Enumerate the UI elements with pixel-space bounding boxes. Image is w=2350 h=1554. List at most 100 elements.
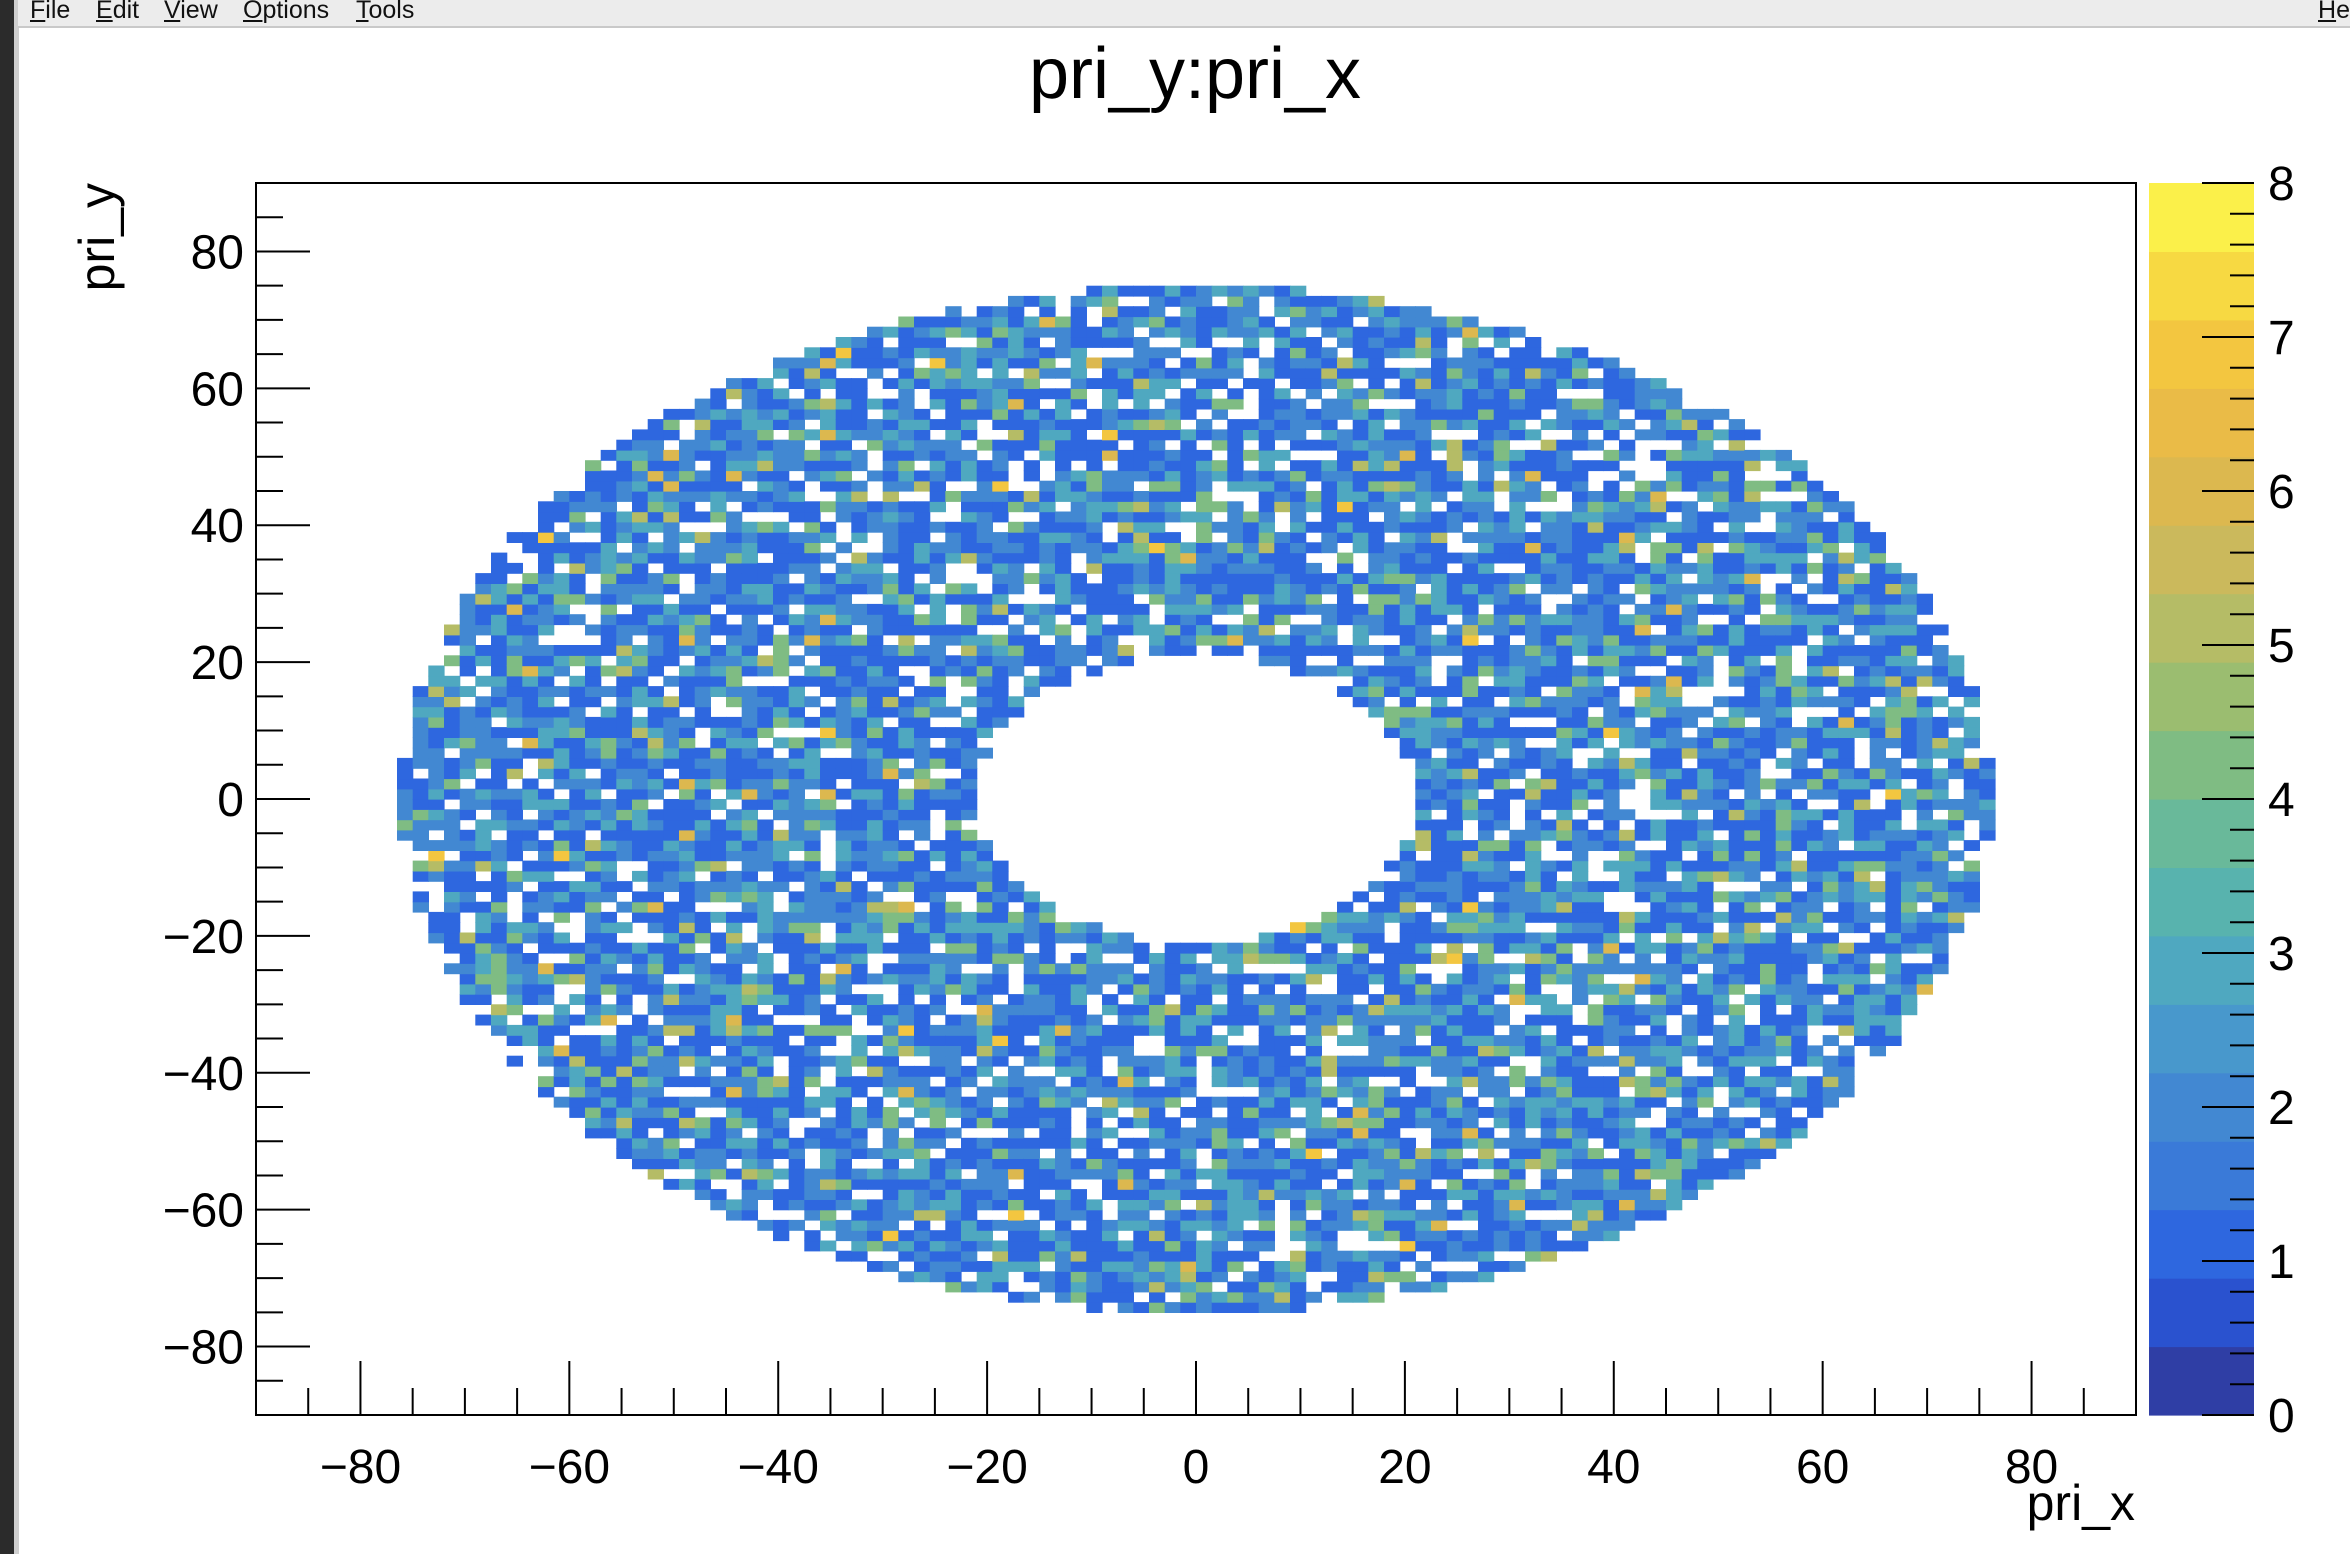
bin-4680	[1556, 1199, 1573, 1211]
bin-1999	[929, 603, 946, 615]
bin-503	[600, 809, 617, 821]
bin-467	[585, 552, 602, 564]
bin-1667	[867, 829, 884, 841]
menu-tools[interactable]: Tools	[356, 0, 415, 24]
bin-2347	[1008, 1045, 1025, 1057]
bin-4233	[1462, 1045, 1479, 1057]
menu-file[interactable]: File	[30, 0, 71, 24]
bin-3558	[1305, 306, 1322, 318]
bin-4812	[1572, 542, 1589, 554]
bin-4915	[1603, 1055, 1620, 1067]
bin-3653	[1337, 645, 1354, 656]
bin-261	[522, 675, 539, 687]
bin-3474	[1290, 573, 1307, 584]
bin-3769	[1368, 1096, 1385, 1108]
bin-3065	[1180, 429, 1197, 441]
bin-2704	[1086, 326, 1103, 338]
bin-2841	[1133, 1168, 1150, 1180]
bin-2044	[945, 1045, 962, 1057]
bin-4134	[1431, 326, 1448, 338]
bin-3431	[1274, 306, 1291, 318]
bin-2882	[1133, 378, 1150, 389]
bin-3000	[1164, 470, 1181, 482]
bin-4295	[1462, 326, 1479, 338]
bin-3486	[1290, 439, 1307, 451]
menu-options[interactable]: Options	[243, 0, 330, 24]
bin-3425	[1274, 388, 1291, 400]
menu-view[interactable]: View	[164, 0, 218, 24]
bin-184	[491, 624, 508, 636]
bin-882	[694, 840, 711, 851]
bin-621	[632, 819, 649, 831]
bin-4883	[1587, 583, 1604, 595]
bin-1783	[882, 357, 899, 369]
bin-619	[632, 840, 649, 851]
bin-2210	[976, 901, 993, 913]
bin-887	[694, 788, 711, 800]
bin-963	[710, 655, 727, 667]
bin-3304	[1243, 316, 1260, 328]
bin-2905	[1149, 1117, 1166, 1129]
bin-3947	[1399, 614, 1416, 626]
bin-4730	[1556, 634, 1573, 646]
bin-631	[632, 716, 649, 728]
bin-1872	[914, 1219, 931, 1231]
bin-1699	[867, 429, 884, 441]
bin-4312	[1478, 1086, 1495, 1098]
bin-659	[647, 1158, 664, 1170]
bin-1812	[898, 942, 915, 954]
bin-2199	[976, 1024, 993, 1036]
bin-4965	[1603, 449, 1620, 461]
bin-68	[444, 737, 461, 749]
bin-994	[726, 1096, 743, 1108]
bin-1650	[867, 1065, 884, 1077]
bin-4364	[1478, 491, 1495, 502]
bin-2536	[1055, 1127, 1072, 1139]
bin-1186	[757, 573, 774, 584]
bin-2328	[1008, 1261, 1025, 1272]
bin-3694	[1352, 1148, 1369, 1159]
bin-1774	[882, 470, 899, 482]
bin-1739	[882, 860, 899, 872]
bin-3249	[1227, 347, 1244, 359]
bin-2137	[961, 799, 978, 810]
bin-2169	[961, 408, 978, 420]
bin-2294	[992, 665, 1009, 677]
bin-3753	[1368, 1271, 1385, 1283]
bin-3460	[1290, 983, 1307, 995]
bin-4139	[1446, 1230, 1463, 1242]
bin-359	[553, 645, 570, 656]
bin-188	[491, 583, 508, 595]
bin-2552	[1055, 932, 1072, 944]
bin-4162	[1446, 973, 1463, 985]
bin-4179	[1446, 788, 1463, 800]
bin-3405	[1274, 645, 1291, 656]
bin-4157	[1446, 1024, 1463, 1036]
bin-985	[710, 388, 727, 400]
bin-176	[491, 706, 508, 718]
bin-3593	[1321, 603, 1338, 615]
bin-417	[569, 511, 586, 523]
bin-2189	[976, 1148, 993, 1159]
bin-3316	[1258, 1209, 1275, 1221]
bin-2529	[1055, 1199, 1072, 1211]
bin-625	[632, 778, 649, 790]
bin-4943	[1603, 696, 1620, 708]
bin-4049	[1415, 388, 1432, 400]
bin-4393	[1493, 1096, 1510, 1108]
bin-2697	[1086, 449, 1103, 461]
bin-4507	[1509, 603, 1526, 615]
bin-3823	[1368, 295, 1385, 307]
menu-help[interactable]: Help	[2318, 0, 2350, 24]
bin-4368	[1478, 449, 1495, 461]
bin-4721	[1556, 727, 1573, 738]
bin-337	[553, 911, 570, 923]
menu-edit[interactable]: Edit	[96, 0, 140, 24]
bin-1527	[835, 716, 852, 728]
bin-1398	[804, 552, 821, 564]
bin-4588	[1525, 552, 1542, 564]
bin-2522	[1055, 1271, 1072, 1283]
bin-1149	[757, 1035, 774, 1046]
bin-1596	[851, 809, 868, 821]
bin-1471	[820, 470, 837, 482]
